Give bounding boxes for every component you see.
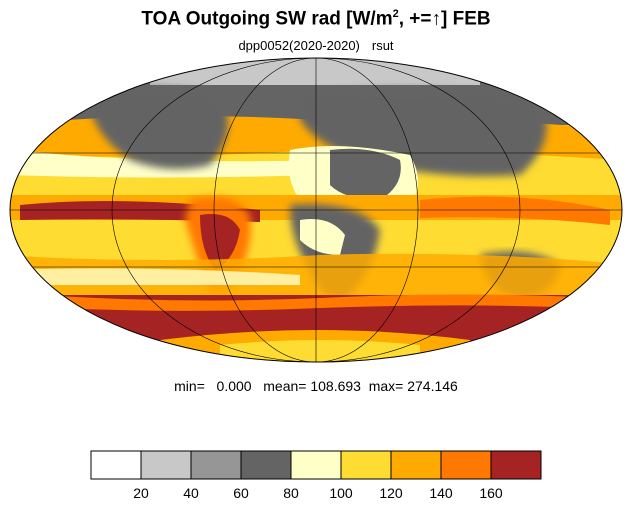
colorbar-swatch (190, 450, 242, 480)
colorbar-tick-label: 40 (183, 485, 199, 501)
colorbar-tick-label: 60 (233, 485, 249, 501)
colorbar-swatch (390, 450, 442, 480)
colorbar-tick-label: 20 (133, 485, 149, 501)
stats-line: min= 0.000 mean= 108.693 max= 274.146 (174, 378, 458, 394)
colorbar-swatch (490, 450, 542, 480)
colorbar-tick-label: 160 (479, 485, 503, 501)
colorbar-swatch (140, 450, 192, 480)
colorbar-swatch (440, 450, 492, 480)
colorbar-swatch (290, 450, 342, 480)
variable-label: rsut (371, 38, 394, 53)
colorbar-tick-label: 120 (379, 485, 403, 501)
colorbar-swatch (90, 450, 142, 480)
colorbar-tick-label: 140 (429, 485, 453, 501)
colorbar-swatch (240, 450, 292, 480)
run-label: dpp0052(2020-2020) (238, 38, 360, 53)
colorbar-tick-label: 100 (329, 485, 353, 501)
world-map (9, 57, 623, 363)
colorbar-tick-label: 80 (283, 485, 299, 501)
colorbar-swatch (340, 450, 392, 480)
colorbar (90, 450, 542, 480)
map-outline (9, 57, 623, 363)
graticule (10, 58, 622, 362)
plot-subtitle: dpp0052(2020-2020) rsut (0, 38, 632, 53)
plot-title: TOA Outgoing SW rad [W/m2, +=↑] FEB (141, 8, 491, 30)
